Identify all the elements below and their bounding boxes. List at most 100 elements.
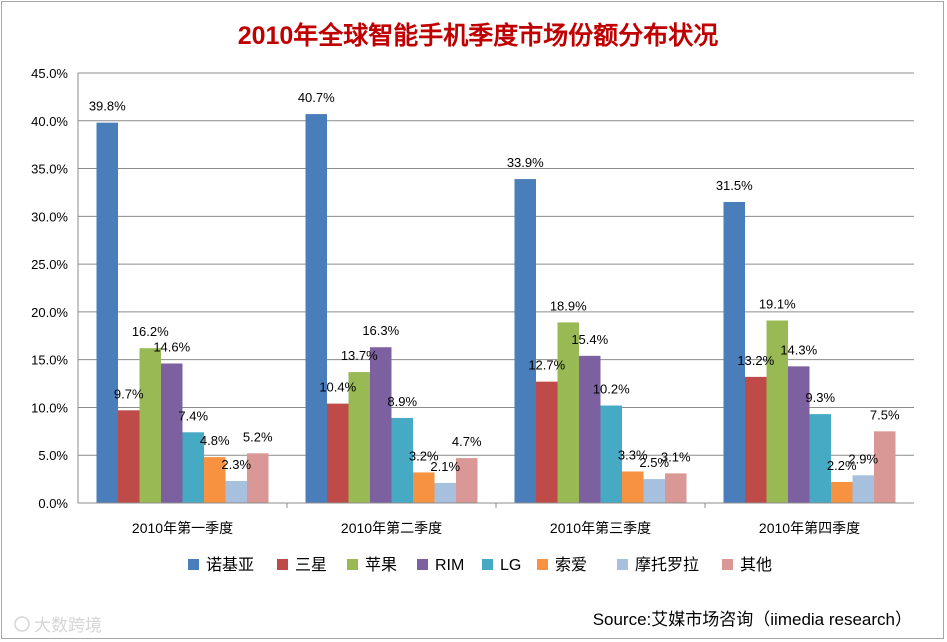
y-tick-label: 15.0%: [31, 353, 68, 368]
legend-label: 诺基亚: [206, 556, 254, 574]
bar: [536, 381, 558, 503]
bar: [579, 355, 601, 503]
watermark: 大数跨境: [14, 616, 102, 635]
bar: [643, 479, 665, 503]
y-tick-label: 0.0%: [38, 496, 68, 511]
bar: [723, 202, 745, 503]
data-label: 7.4%: [178, 408, 208, 423]
bar: [622, 471, 644, 503]
data-label: 9.3%: [805, 390, 835, 405]
data-label: 4.8%: [200, 433, 230, 448]
data-label: 19.1%: [759, 296, 796, 311]
watermark-text: 大数跨境: [34, 616, 102, 635]
bar: [305, 114, 327, 503]
data-label: 12.7%: [528, 358, 565, 373]
bar: [456, 458, 478, 503]
x-tick-label: 2010年第四季度: [759, 520, 860, 536]
data-label: 8.9%: [387, 394, 417, 409]
bar: [557, 322, 579, 503]
data-labels: 39.8% 9.7% 16.2%14.6% 7.4% 4.8% 2.3% 5.2% 40.7%…: [89, 90, 900, 474]
bar: [370, 347, 392, 503]
legend-label: LG: [500, 557, 521, 574]
legend-label: 摩托罗拉: [635, 556, 699, 574]
bar: [600, 405, 622, 503]
data-label: 33.9%: [507, 155, 544, 170]
data-label: 2.3%: [221, 457, 251, 472]
data-label: 3.1%: [661, 449, 691, 464]
y-tick-label: 45.0%: [31, 66, 68, 81]
data-label: 10.2%: [593, 382, 630, 397]
y-tick-label: 25.0%: [31, 257, 68, 272]
legend-swatch: [617, 559, 628, 570]
data-label: 4.7%: [452, 434, 482, 449]
bar: [348, 372, 370, 503]
gridlines: [78, 72, 914, 456]
legend-swatch: [482, 559, 493, 570]
y-tick-label: 40.0%: [31, 114, 68, 129]
data-label: 14.3%: [780, 342, 817, 357]
data-label: 13.2%: [737, 353, 774, 368]
bar: [788, 366, 810, 503]
bar: [665, 473, 687, 503]
legend-swatch: [347, 559, 358, 570]
y-tick-label: 10.0%: [31, 400, 68, 415]
legend-swatch: [417, 559, 428, 570]
data-label: 39.8%: [89, 99, 126, 114]
watermark-logo-icon: [14, 616, 30, 632]
bar: [874, 431, 896, 503]
x-tick-label: 2010年第一季度: [132, 520, 233, 536]
data-label: 13.7%: [341, 348, 378, 363]
y-tick-label: 30.0%: [31, 209, 68, 224]
bar: [391, 417, 413, 503]
legend-swatch: [277, 559, 288, 570]
data-label: 10.4%: [319, 380, 356, 395]
chart-title: 2010年全球智能手机季度市场份额分布状况: [238, 21, 719, 50]
legend-label: RIM: [435, 557, 464, 574]
bar: [831, 481, 853, 503]
data-label: 2.2%: [827, 458, 857, 473]
legend-label: 其他: [740, 556, 772, 574]
bar: [182, 432, 204, 503]
bar: [247, 453, 269, 503]
bar: [161, 363, 183, 503]
data-label: 31.5%: [716, 178, 753, 193]
x-tick-label: 2010年第三季度: [550, 520, 651, 536]
bar: [514, 179, 536, 504]
bars: [96, 114, 896, 504]
y-tick-label: 35.0%: [31, 162, 68, 177]
data-label: 5.2%: [243, 429, 273, 444]
legend-label: 索爱: [555, 556, 587, 574]
bar: [413, 472, 435, 503]
legend-swatch: [722, 559, 733, 570]
legend: 诺基亚 三星 苹果 RIM LG 索爱 摩托罗拉 其他: [188, 556, 772, 574]
legend-swatch: [537, 559, 548, 570]
data-label: 9.7%: [114, 386, 144, 401]
data-label: 2.5%: [639, 455, 669, 470]
x-tick-label: 2010年第二季度: [341, 520, 442, 536]
bar: [809, 414, 831, 503]
data-label: 2.1%: [430, 459, 460, 474]
data-label: 16.3%: [362, 323, 399, 338]
bar: [852, 475, 874, 503]
data-label: 16.2%: [132, 324, 169, 339]
source-text: Source:艾媒市场咨询（iimedia research）: [593, 610, 912, 629]
bar: [118, 410, 140, 503]
legend-label: 苹果: [365, 556, 397, 574]
bar: [745, 376, 767, 503]
data-label: 3.2%: [409, 448, 439, 463]
data-label: 14.6%: [153, 339, 190, 354]
data-label: 7.5%: [870, 407, 900, 422]
axes: 0.0% 5.0% 10.0% 15.0% 20.0% 25.0% 30.0% 35.0% 40…: [31, 66, 914, 536]
bar: [139, 348, 161, 503]
y-tick-label: 20.0%: [31, 305, 68, 320]
data-label: 15.4%: [571, 332, 608, 347]
bar: [96, 122, 118, 503]
legend-swatch: [188, 559, 199, 570]
bar: [327, 403, 349, 503]
data-label: 3.3%: [618, 447, 648, 462]
y-tick-label: 5.0%: [38, 448, 68, 463]
bar: [225, 481, 247, 503]
data-label: 40.7%: [298, 90, 335, 105]
